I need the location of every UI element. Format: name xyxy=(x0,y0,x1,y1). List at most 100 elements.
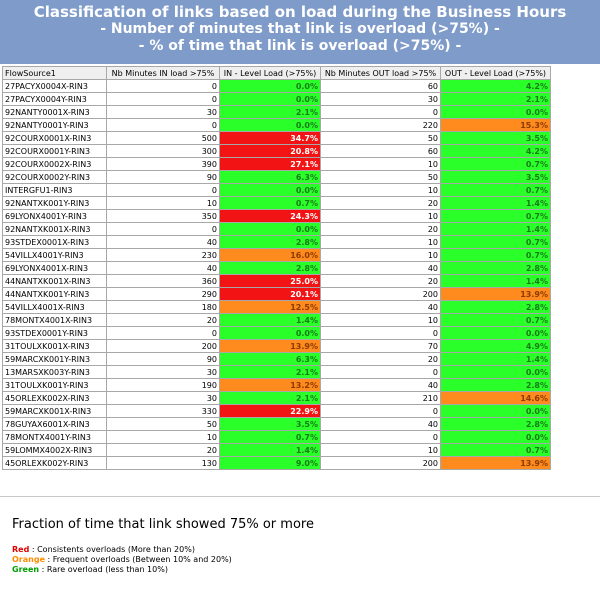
table-row[interactable]: 45ORLEXK002X-RIN3 30 2.1% 210 14.6% xyxy=(2,391,551,405)
legend-item-green: Green : Rare overload (less than 10%) xyxy=(12,565,232,575)
table-row[interactable]: 92NANTXK001Y-RIN3 10 0.7% 20 1.4% xyxy=(2,196,551,210)
table-row[interactable]: 78GUYAX6001X-RIN3 50 3.5% 40 2.8% xyxy=(2,417,551,431)
table-row[interactable]: 44NANTXK001X-RIN3 360 25.0% 20 1.4% xyxy=(2,274,551,288)
out-level-cell: 0.0% xyxy=(440,404,551,418)
out-minutes-cell: 40 xyxy=(320,417,441,431)
in-level-cell: 13.9% xyxy=(219,339,321,353)
out-level-cell: 0.0% xyxy=(440,430,551,444)
table-row[interactable]: 92NANTY0001Y-RIN3 0 0.0% 220 15.3% xyxy=(2,118,551,132)
out-minutes-cell: 10 xyxy=(320,183,441,197)
flowsource-cell: 78GUYAX6001X-RIN3 xyxy=(2,417,107,431)
legend-item-red: Red : Consistents overloads (More than 2… xyxy=(12,545,232,555)
table-row[interactable]: 27PACYX0004X-RIN3 0 0.0% 60 4.2% xyxy=(2,79,551,93)
table-row[interactable]: 54VILLX4001Y-RIN3 230 16.0% 10 0.7% xyxy=(2,248,551,262)
flowsource-cell: 54VILLX4001X-RIN3 xyxy=(2,300,107,314)
table-row[interactable]: 44NANTXK001Y-RIN3 290 20.1% 200 13.9% xyxy=(2,287,551,301)
out-level-cell: 1.4% xyxy=(440,352,551,366)
out-level-cell: 14.6% xyxy=(440,391,551,405)
out-minutes-cell: 210 xyxy=(320,391,441,405)
in-minutes-cell: 350 xyxy=(106,209,220,223)
in-minutes-cell: 10 xyxy=(106,430,220,444)
out-minutes-cell: 10 xyxy=(320,443,441,457)
table-row[interactable]: 78MONTX4001X-RIN3 20 1.4% 10 0.7% xyxy=(2,313,551,327)
table-row[interactable]: 92NANTXK001X-RIN3 0 0.0% 20 1.4% xyxy=(2,222,551,236)
flowsource-cell: INTERGFU1-RIN3 xyxy=(2,183,107,197)
flowsource-cell: 92COURX0001X-RIN3 xyxy=(2,131,107,145)
in-minutes-cell: 330 xyxy=(106,404,220,418)
table-row[interactable]: 31TOULXK001Y-RIN3 190 13.2% 40 2.8% xyxy=(2,378,551,392)
report-title: Classification of links based on load du… xyxy=(33,3,567,21)
col-header-in-minutes[interactable]: Nb Minutes IN load >75% xyxy=(106,66,220,80)
out-level-cell: 0.0% xyxy=(440,326,551,340)
out-level-cell: 4.2% xyxy=(440,79,551,93)
table-row[interactable]: 54VILLX4001X-RIN3 180 12.5% 40 2.8% xyxy=(2,300,551,314)
out-minutes-cell: 70 xyxy=(320,339,441,353)
table-row[interactable]: 92COURX0001X-RIN3 500 34.7% 50 3.5% xyxy=(2,131,551,145)
col-header-flowsource[interactable]: FlowSource1 xyxy=(2,66,107,80)
table-row[interactable]: 93STDEX0001X-RIN3 40 2.8% 10 0.7% xyxy=(2,235,551,249)
in-level-cell: 25.0% xyxy=(219,274,321,288)
col-header-out-minutes[interactable]: Nb Minutes OUT load >75% xyxy=(320,66,441,80)
flowsource-cell: 44NANTXK001Y-RIN3 xyxy=(2,287,107,301)
in-minutes-cell: 130 xyxy=(106,456,220,470)
table-row[interactable]: 92COURX0002X-RIN3 390 27.1% 10 0.7% xyxy=(2,157,551,171)
out-minutes-cell: 0 xyxy=(320,326,441,340)
in-level-cell: 0.0% xyxy=(219,92,321,106)
flowsource-cell: 59MARCXK001X-RIN3 xyxy=(2,404,107,418)
table-row[interactable]: 78MONTX4001Y-RIN3 10 0.7% 0 0.0% xyxy=(2,430,551,444)
report-header: Classification of links based on load du… xyxy=(0,0,600,64)
in-level-cell: 2.8% xyxy=(219,235,321,249)
in-level-cell: 0.0% xyxy=(219,326,321,340)
in-minutes-cell: 290 xyxy=(106,287,220,301)
in-level-cell: 0.7% xyxy=(219,196,321,210)
flowsource-cell: 92NANTXK001X-RIN3 xyxy=(2,222,107,236)
out-minutes-cell: 20 xyxy=(320,352,441,366)
table-row[interactable]: 92COURX0001Y-RIN3 300 20.8% 60 4.2% xyxy=(2,144,551,158)
out-minutes-cell: 20 xyxy=(320,222,441,236)
table-row[interactable]: 92COURX0002Y-RIN3 90 6.3% 50 3.5% xyxy=(2,170,551,184)
table-row[interactable]: 69LYONX4001Y-RIN3 350 24.3% 10 0.7% xyxy=(2,209,551,223)
in-level-cell: 2.8% xyxy=(219,261,321,275)
flowsource-cell: 31TOULXK001Y-RIN3 xyxy=(2,378,107,392)
table-row[interactable]: 45ORLEXK002Y-RIN3 130 9.0% 200 13.9% xyxy=(2,456,551,470)
in-minutes-cell: 0 xyxy=(106,118,220,132)
out-minutes-cell: 10 xyxy=(320,313,441,327)
out-minutes-cell: 0 xyxy=(320,105,441,119)
out-level-cell: 3.5% xyxy=(440,170,551,184)
col-header-out-level[interactable]: OUT - Level Load (>75%) xyxy=(440,66,551,80)
in-minutes-cell: 20 xyxy=(106,443,220,457)
in-minutes-cell: 390 xyxy=(106,157,220,171)
flowsource-cell: 59MARCXK001Y-RIN3 xyxy=(2,352,107,366)
col-header-in-level[interactable]: IN - Level Load (>75%) xyxy=(219,66,321,80)
out-minutes-cell: 0 xyxy=(320,365,441,379)
out-minutes-cell: 10 xyxy=(320,157,441,171)
out-level-cell: 2.8% xyxy=(440,300,551,314)
table-body: 27PACYX0004X-RIN3 0 0.0% 60 4.2% 27PACYX0004Y… xyxy=(2,79,551,470)
table-row[interactable]: 27PACYX0004Y-RIN3 0 0.0% 30 2.1% xyxy=(2,92,551,106)
table-row[interactable]: 69LYONX4001X-RIN3 40 2.8% 40 2.8% xyxy=(2,261,551,275)
flowsource-cell: 92COURX0002X-RIN3 xyxy=(2,157,107,171)
out-level-cell: 0.7% xyxy=(440,209,551,223)
in-level-cell: 16.0% xyxy=(219,248,321,262)
out-level-cell: 1.4% xyxy=(440,222,551,236)
in-level-cell: 0.7% xyxy=(219,430,321,444)
in-level-cell: 34.7% xyxy=(219,131,321,145)
out-level-cell: 0.0% xyxy=(440,105,551,119)
out-minutes-cell: 200 xyxy=(320,287,441,301)
in-level-cell: 22.9% xyxy=(219,404,321,418)
table-row[interactable]: 31TOULXK001X-RIN3 200 13.9% 70 4.9% xyxy=(2,339,551,353)
table-row[interactable]: 93STDEX0001Y-RIN3 0 0.0% 0 0.0% xyxy=(2,326,551,340)
in-level-cell: 6.3% xyxy=(219,170,321,184)
table-row[interactable]: 59MARCXK001X-RIN3 330 22.9% 0 0.0% xyxy=(2,404,551,418)
table-row[interactable]: 13MARSXK003Y-RIN3 30 2.1% 0 0.0% xyxy=(2,365,551,379)
table-row[interactable]: 59LOMMX4002X-RIN3 20 1.4% 10 0.7% xyxy=(2,443,551,457)
out-level-cell: 13.9% xyxy=(440,456,551,470)
section-divider xyxy=(0,496,600,497)
table-row[interactable]: INTERGFU1-RIN3 0 0.0% 10 0.7% xyxy=(2,183,551,197)
table-row[interactable]: 59MARCXK001Y-RIN3 90 6.3% 20 1.4% xyxy=(2,352,551,366)
out-minutes-cell: 50 xyxy=(320,170,441,184)
table-row[interactable]: 92NANTY0001X-RIN3 30 2.1% 0 0.0% xyxy=(2,105,551,119)
out-level-cell: 0.7% xyxy=(440,183,551,197)
in-level-cell: 24.3% xyxy=(219,209,321,223)
flowsource-cell: 69LYONX4001Y-RIN3 xyxy=(2,209,107,223)
